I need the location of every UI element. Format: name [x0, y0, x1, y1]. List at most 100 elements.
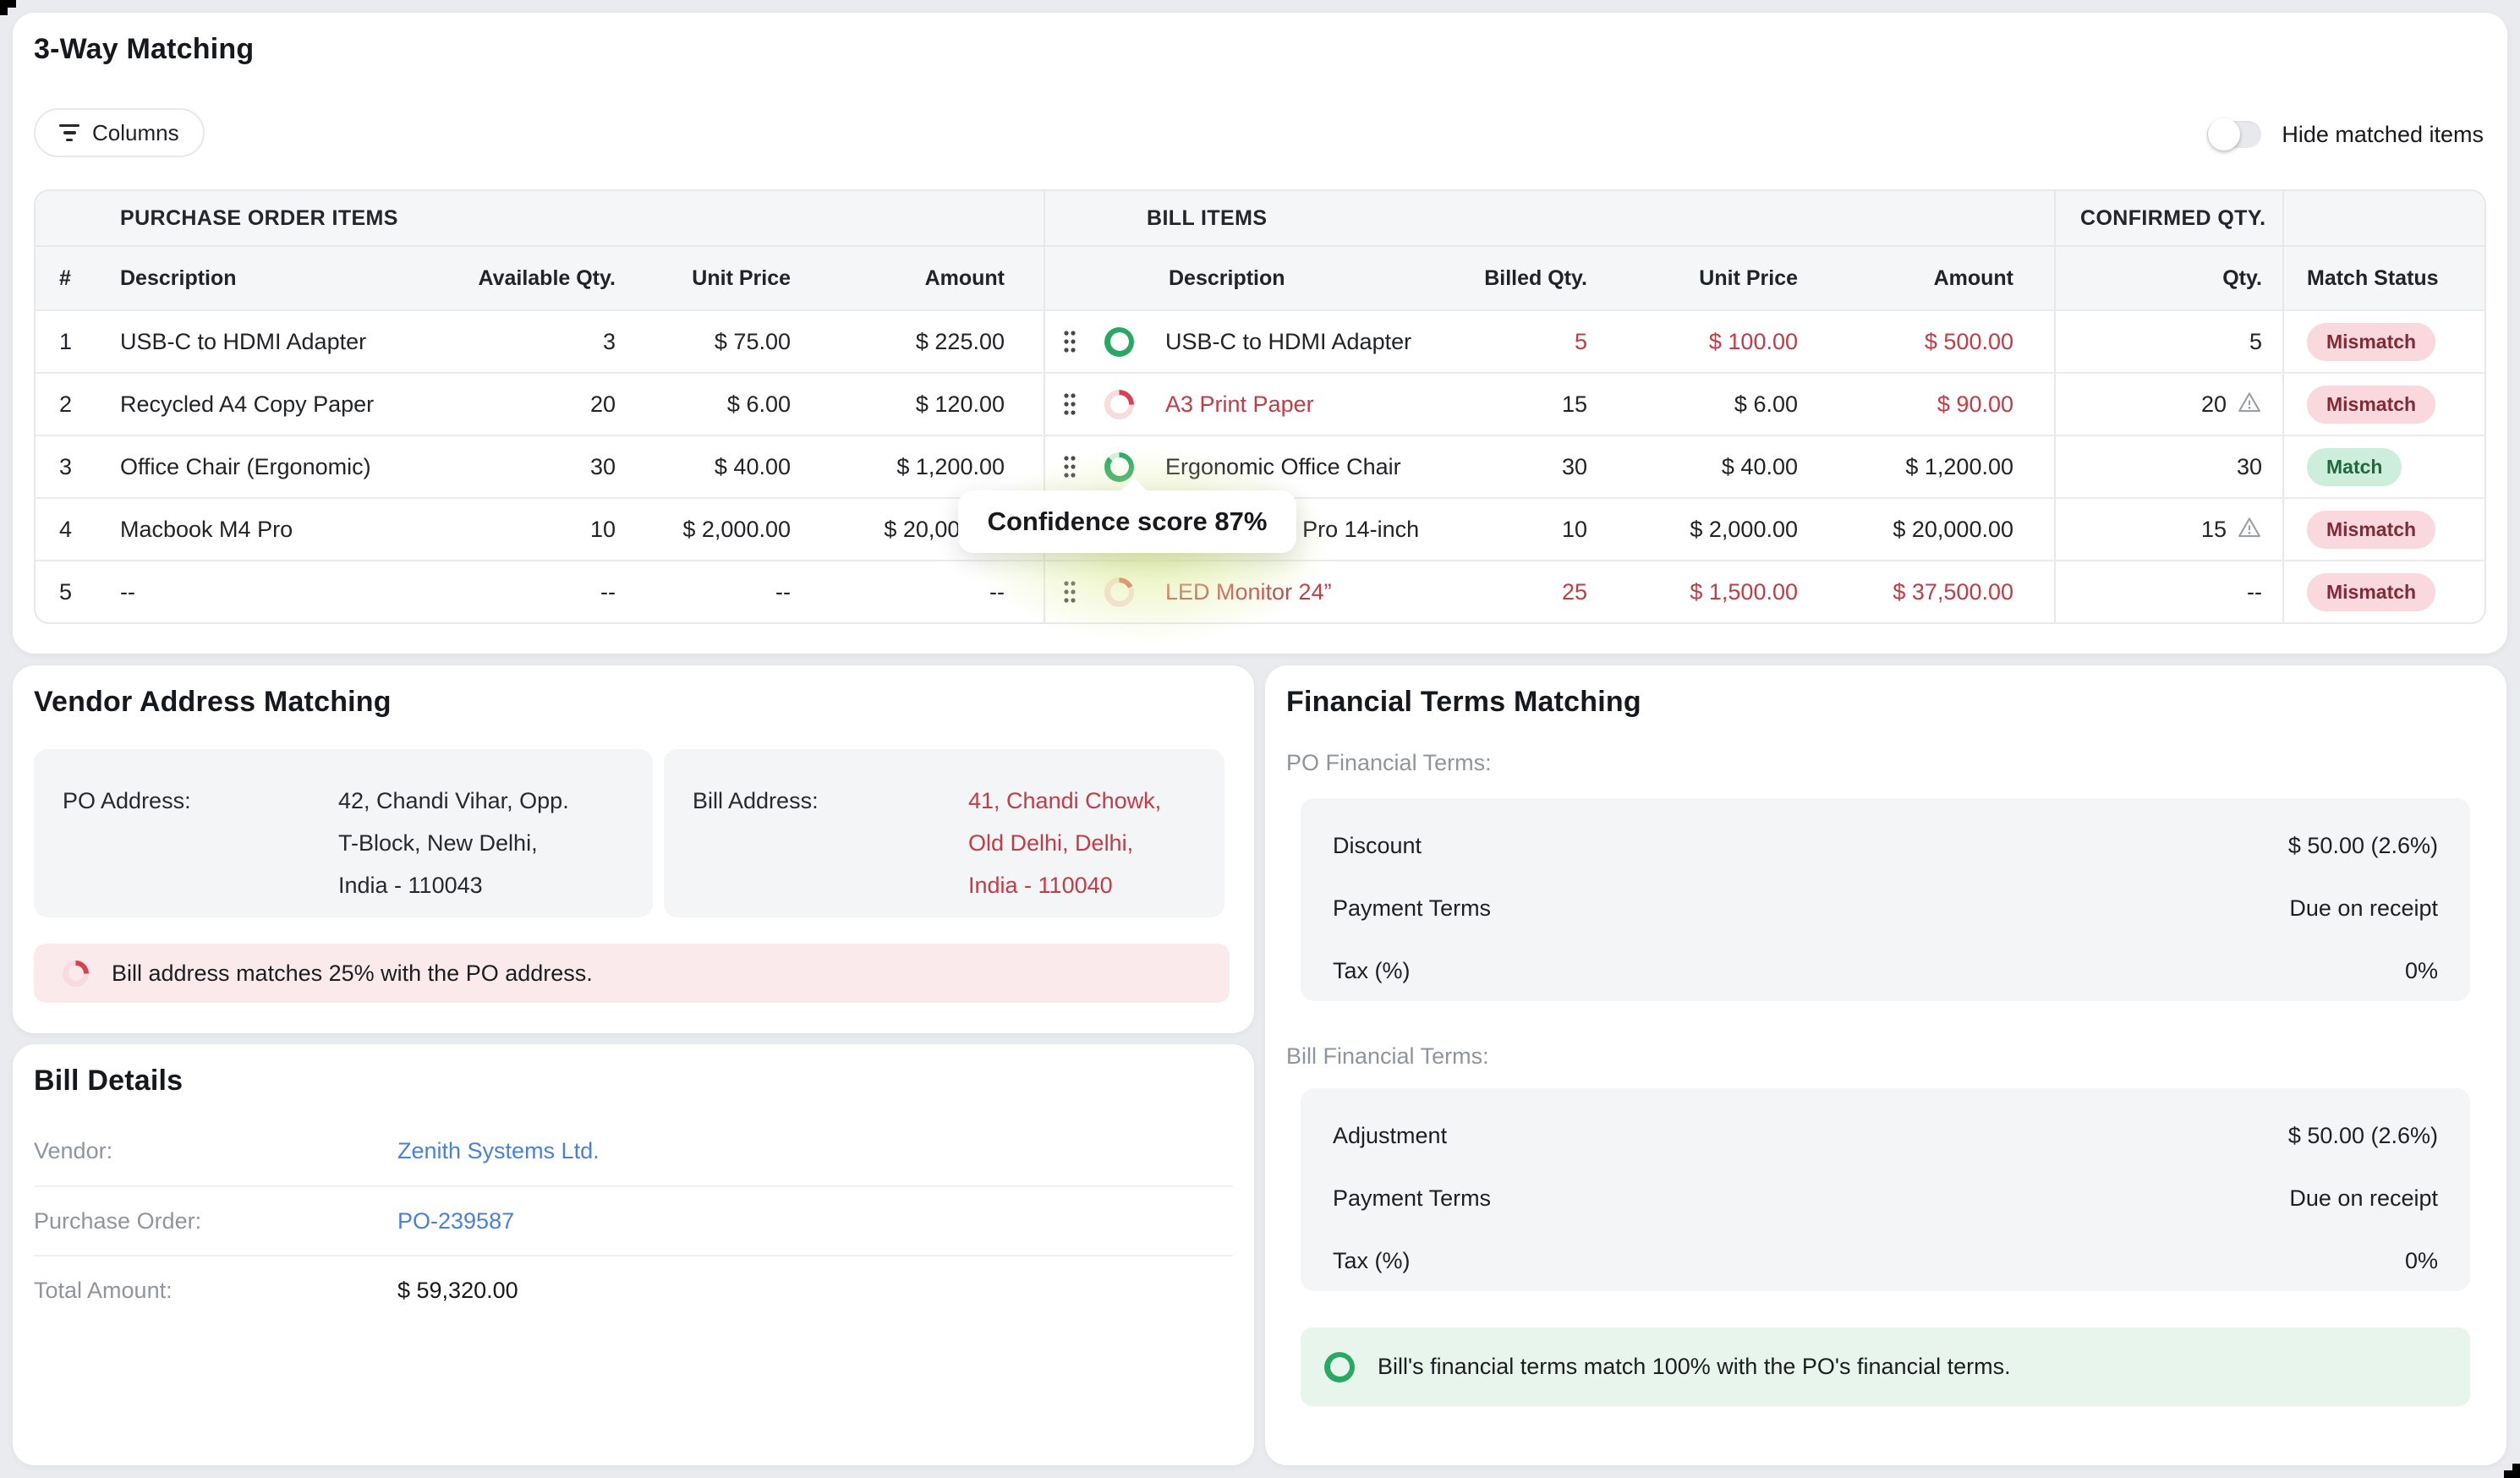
financial-row-value: 0% [2405, 1248, 2438, 1274]
po-description: -- [120, 579, 441, 605]
financial-row-label: Tax (%) [1333, 958, 1411, 984]
warning-icon [2237, 515, 2262, 545]
po-available-qty: 20 [441, 391, 616, 418]
bill-billed-qty: 15 [1449, 391, 1587, 418]
po-amount: -- [791, 579, 1044, 605]
confirmed-qty: 15 [2201, 517, 2227, 543]
financial-terms-title: Financial Terms Matching [1286, 686, 1641, 719]
po-description: Recycled A4 Copy Paper [120, 391, 441, 418]
screen-corner-artifact [2504, 1470, 2520, 1478]
drag-handle-icon[interactable] [1044, 374, 1094, 435]
bill-amount: $ 1,200.00 [1798, 454, 2054, 480]
purchase-order-link[interactable]: PO-239587 [397, 1208, 514, 1234]
financial-match-banner-text: Bill's financial terms match 100% with t… [1378, 1354, 2011, 1380]
vendor-row: Vendor: Zenith Systems Ltd. [34, 1116, 1233, 1185]
columns-button-label: Columns [92, 120, 179, 146]
row-num: 2 [36, 391, 120, 418]
bill-description: Ergonomic Office Chair [1148, 454, 1449, 480]
row-num: 3 [36, 454, 120, 480]
bill-unit-price: $ 6.00 [1587, 391, 1798, 418]
bill-address-value: 41, Chandi Chowk, Old Delhi, Delhi, Indi… [968, 780, 1161, 887]
group-header-bill: BILL ITEMS [1044, 191, 2054, 245]
address-match-ring-icon [63, 961, 89, 987]
match-status-badge: Match [2307, 448, 2402, 486]
col-confirmed-qty: Qty. [2054, 247, 2282, 309]
row-num: 5 [36, 579, 120, 605]
drag-handle-icon[interactable] [1044, 561, 1094, 622]
bill-amount: $ 90.00 [1798, 391, 2054, 418]
table-row: 5 -- -- -- -- LED Monitor 24” 25 $ 1,500… [36, 560, 2484, 622]
total-amount-row: Total Amount: $ 59,320.00 [34, 1255, 1233, 1324]
po-description: Office Chair (Ergonomic) [120, 454, 441, 480]
columns-button[interactable]: Columns [34, 108, 205, 157]
confidence-ring-icon [1104, 390, 1134, 419]
vendor-link[interactable]: Zenith Systems Ltd. [397, 1138, 600, 1164]
po-amount: $ 120.00 [791, 391, 1044, 418]
confidence-ring-icon[interactable] [1104, 452, 1134, 482]
confidence-ring-icon [1104, 327, 1134, 357]
match-status-badge: Mismatch [2307, 386, 2435, 424]
filter-icon [59, 124, 79, 142]
vendor-label: Vendor: [34, 1138, 397, 1164]
financial-row: Tax (%) 0% [1333, 1229, 2438, 1292]
match-status-badge: Mismatch [2307, 323, 2435, 361]
toggle-knob [2208, 118, 2240, 151]
col-match-status: Match Status [2282, 247, 2486, 309]
financial-row-value: Due on receipt [2289, 895, 2438, 922]
page-title: 3-Way Matching [34, 33, 254, 66]
po-amount: $ 1,200.00 [791, 454, 1044, 480]
financial-row-value: $ 50.00 (2.6%) [2288, 833, 2438, 859]
warning-icon [2237, 390, 2262, 419]
po-unit-price: -- [616, 579, 791, 605]
address-match-banner-text: Bill address matches 25% with the PO add… [112, 961, 593, 987]
total-amount-value: $ 59,320.00 [397, 1278, 518, 1304]
bill-financial-terms-label: Bill Financial Terms: [1286, 1043, 1489, 1070]
purchase-order-label: Purchase Order: [34, 1208, 397, 1234]
group-header-confirmed: CONFIRMED QTY. [2054, 191, 2282, 245]
match-status-badge: Mismatch [2307, 511, 2435, 549]
hide-matched-toggle[interactable] [2207, 121, 2261, 148]
bill-description: USB-C to HDMI Adapter [1148, 329, 1449, 355]
financial-row-label: Adjustment [1333, 1123, 1447, 1149]
po-available-qty: 3 [441, 329, 616, 355]
po-unit-price: $ 75.00 [616, 329, 791, 355]
bill-billed-qty: 30 [1449, 454, 1587, 480]
col-po-available-qty: Available Qty. [441, 266, 616, 291]
col-po-unit-price: Unit Price [616, 266, 791, 291]
bill-amount: $ 500.00 [1798, 329, 2054, 355]
bill-financial-terms-box: Adjustment $ 50.00 (2.6%) Payment Terms … [1301, 1088, 2470, 1291]
po-available-qty: -- [441, 579, 616, 605]
drag-handle-icon[interactable] [1044, 311, 1094, 372]
financial-row: Discount $ 50.00 (2.6%) [1333, 814, 2438, 877]
bill-details-title: Bill Details [34, 1065, 183, 1098]
po-financial-terms-box: Discount $ 50.00 (2.6%) Payment Terms Du… [1301, 798, 2470, 1001]
po-address-box: PO Address: 42, Chandi Vihar, Opp. T-Blo… [34, 749, 653, 917]
confidence-tooltip: Confidence score 87% [958, 490, 1296, 553]
financial-row-label: Payment Terms [1333, 895, 1491, 922]
screen-corner-artifact [0, 0, 16, 8]
col-bill-amount: Amount [1798, 266, 2054, 291]
financial-row: Payment Terms Due on receipt [1333, 877, 2438, 939]
bill-unit-price: $ 2,000.00 [1587, 517, 1798, 543]
po-unit-price: $ 2,000.00 [616, 517, 791, 543]
bill-description: A3 Print Paper [1148, 391, 1449, 418]
confirmed-qty: -- [2247, 579, 2262, 605]
financial-terms-matching-panel: Financial Terms Matching PO Financial Te… [1265, 665, 2506, 1465]
financial-row: Adjustment $ 50.00 (2.6%) [1333, 1104, 2438, 1167]
bill-address-box: Bill Address: 41, Chandi Chowk, Old Delh… [664, 749, 1224, 917]
col-spacer [1044, 247, 1094, 309]
col-bill-description: Description [1148, 266, 1449, 291]
po-amount: $ 225.00 [791, 329, 1044, 355]
confirmed-qty: 20 [2201, 391, 2227, 418]
po-financial-terms-label: PO Financial Terms: [1286, 750, 1492, 776]
col-bill-unit-price: Unit Price [1587, 266, 1798, 291]
vendor-address-matching-panel: Vendor Address Matching PO Address: 42, … [13, 665, 1254, 1033]
total-amount-label: Total Amount: [34, 1278, 397, 1304]
screen-corner-artifact [0, 8, 8, 15]
col-num: # [36, 266, 120, 291]
po-description: Macbook M4 Pro [120, 517, 441, 543]
match-status-badge: Mismatch [2307, 573, 2435, 611]
po-description: USB-C to HDMI Adapter [120, 329, 441, 355]
drag-handle-icon[interactable] [1044, 436, 1094, 497]
financial-row-label: Tax (%) [1333, 1248, 1411, 1274]
